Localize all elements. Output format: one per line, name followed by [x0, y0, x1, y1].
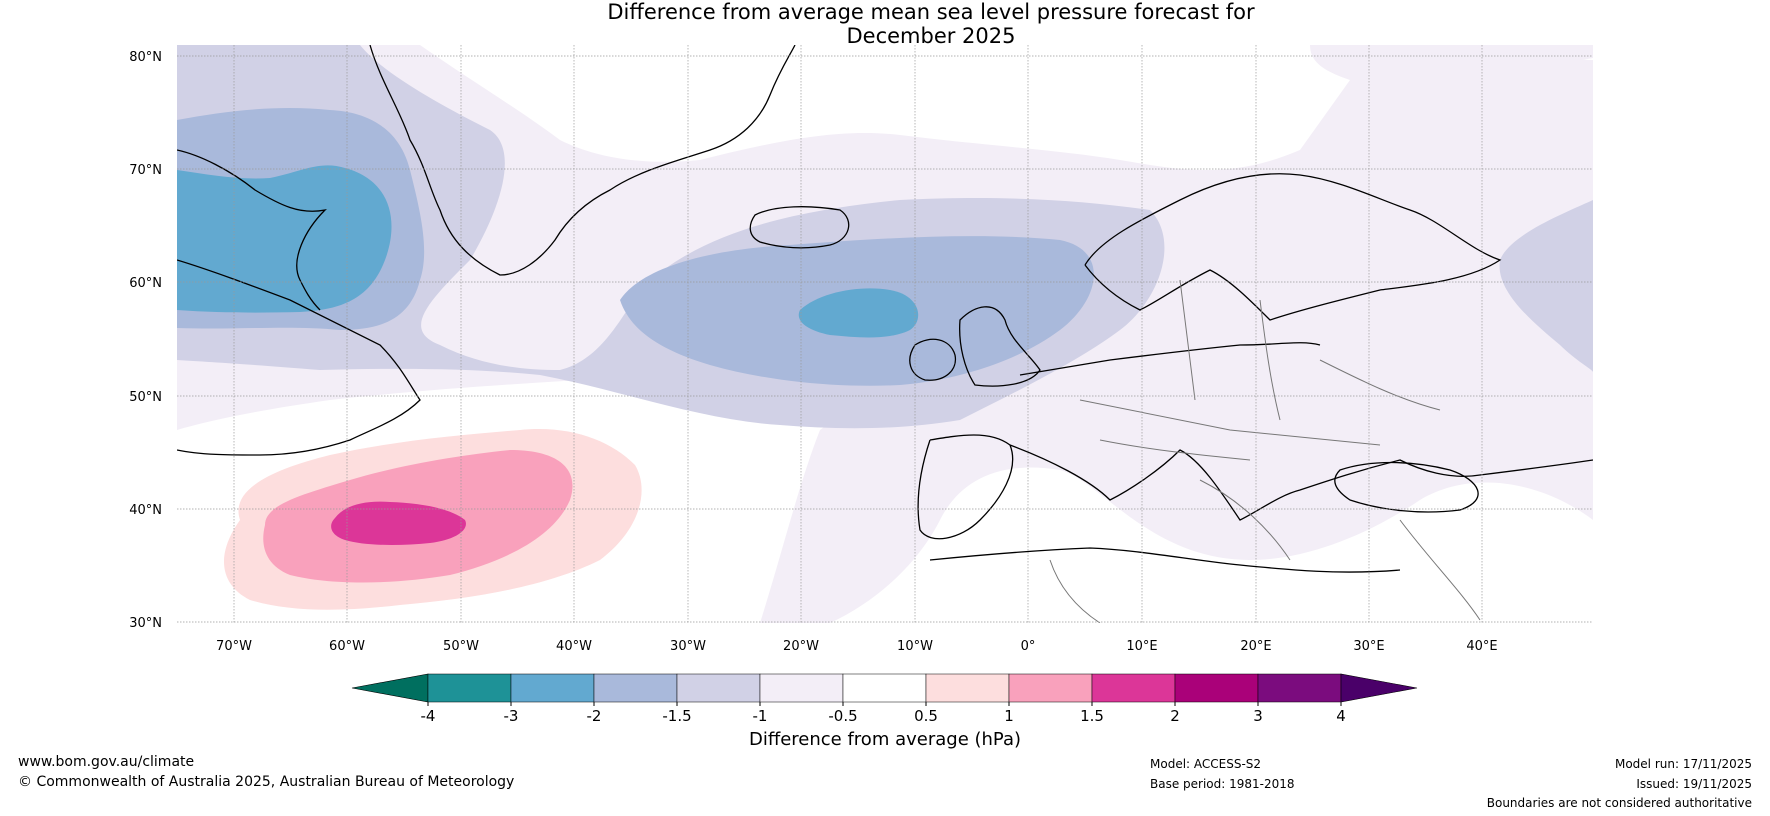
anomaly-band-minus-1-arctic	[1310, 45, 1593, 82]
lon-label: 50°W	[443, 639, 479, 654]
north-africa-coast	[929, 547, 1401, 573]
colorbar-swatch	[1257, 673, 1342, 703]
lon-label: 20°W	[783, 639, 819, 654]
lat-label: 70°N	[129, 163, 162, 178]
colorbar-tick-label: 4	[1336, 707, 1346, 725]
colorbar-swatch	[1091, 673, 1176, 703]
colorbar: -4 -3 -2 -1.5 -1 -0.5 0.5 1 1.5 2 3 4	[351, 673, 1418, 725]
colorbar-swatch	[925, 673, 1010, 703]
base-period: Base period: 1981-2018	[1150, 777, 1295, 791]
model-name: Model: ACCESS-S2	[1150, 757, 1262, 771]
colorbar-swatch	[593, 673, 678, 703]
colorbar-swatch	[759, 673, 844, 703]
colorbar-tick-label: -1	[753, 707, 768, 725]
lon-label: 60°W	[329, 639, 365, 654]
anomaly-band-plus-1-5	[331, 501, 466, 545]
lon-label: 10°E	[1126, 639, 1157, 654]
boundary-disclaimer: Boundaries are not considered authoritat…	[1486, 796, 1752, 810]
colorbar-swatch	[842, 673, 927, 703]
chart-title: Difference from average mean sea level p…	[0, 0, 1770, 48]
greenland-coast	[369, 45, 796, 276]
colorbar-tick-label: -2	[587, 707, 602, 725]
map-panel	[177, 45, 1593, 623]
colorbar-tick-label: -0.5	[828, 707, 857, 725]
colorbar-tick-label: 2	[1170, 707, 1180, 725]
colorbar-swatch	[510, 673, 595, 703]
latitude-labels: 80°N 70°N 60°N 50°N 40°N 30°N	[129, 50, 162, 631]
lon-label: 30°E	[1353, 639, 1384, 654]
lon-label: 30°W	[670, 639, 706, 654]
iceland-coast	[749, 206, 850, 249]
scandinavia-coast	[1084, 173, 1502, 321]
title-line-2: December 2025	[846, 24, 1016, 48]
colorbar-high-extension	[1340, 673, 1418, 703]
lon-label: 40°W	[556, 639, 592, 654]
lat-label: 60°N	[129, 276, 162, 291]
title-line-1: Difference from average mean sea level p…	[607, 0, 1255, 24]
lon-label: 0°	[1021, 639, 1036, 654]
lat-label: 40°N	[129, 503, 162, 518]
colorbar-tick-label: 1.5	[1080, 707, 1104, 725]
labrador-coast	[177, 259, 421, 456]
colorbar-low-extension	[351, 673, 429, 703]
colorbar-swatch	[427, 673, 512, 703]
colorbar-tick-label: 1	[1004, 707, 1014, 725]
baffin-island-coast	[177, 149, 327, 311]
lon-label: 40°E	[1466, 639, 1497, 654]
country-borders	[1049, 279, 1481, 623]
lon-label: 70°W	[216, 639, 252, 654]
copyright-text: © Commonwealth of Australia 2025, Austra…	[18, 774, 515, 790]
britain-coast	[959, 306, 1041, 387]
website-link[interactable]: www.bom.gov.au/climate	[18, 754, 195, 770]
lon-label: 20°E	[1240, 639, 1271, 654]
issued-date: Issued: 19/11/2025	[1636, 777, 1752, 791]
colorbar-swatch	[676, 673, 761, 703]
coastlines	[177, 45, 1593, 573]
anomaly-band-minus-2-west	[177, 165, 392, 313]
ireland-coast	[909, 338, 957, 381]
lon-label: 10°W	[897, 639, 933, 654]
colorbar-tick-label: 3	[1253, 707, 1263, 725]
model-run-date: Model run: 17/11/2025	[1614, 757, 1752, 771]
lat-label: 80°N	[129, 50, 162, 65]
anomaly-band-minus-1-east	[1499, 200, 1593, 372]
gridlines	[177, 45, 1593, 623]
colorbar-tick-label: 0.5	[914, 707, 938, 725]
europe-coast	[917, 342, 1593, 540]
colorbar-caption: Difference from average (hPa)	[749, 729, 1021, 750]
anomaly-band-minus-2-atlantic	[798, 288, 919, 338]
longitude-labels: 70°W 60°W 50°W 40°W 30°W 20°W 10°W 0° 10°E 20°E 30…	[216, 639, 1498, 654]
colorbar-swatch	[1174, 673, 1259, 703]
colorbar-swatch	[1008, 673, 1093, 703]
colorbar-tick-label: -4	[421, 707, 436, 725]
lat-label: 30°N	[129, 616, 162, 631]
colorbar-tick-label: -1.5	[662, 707, 691, 725]
black-sea-coast	[1334, 461, 1479, 513]
colorbar-tick-label: -3	[504, 707, 519, 725]
lat-label: 50°N	[129, 390, 162, 405]
